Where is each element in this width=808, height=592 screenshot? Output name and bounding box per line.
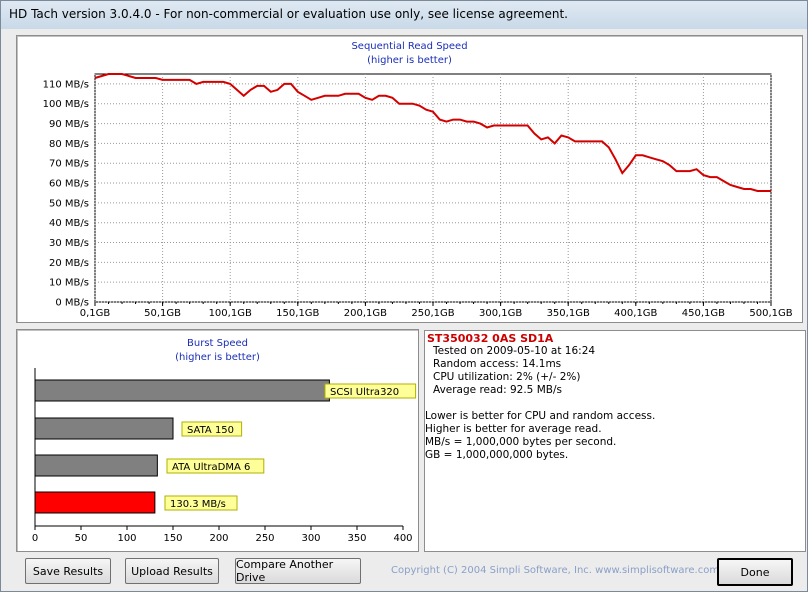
- burst-tag-box: [324, 383, 417, 399]
- copyright-text: Copyright (C) 2004 Simpli Software, Inc.…: [391, 565, 720, 576]
- burst-tag-label: SCSI Ultra320: [330, 387, 399, 398]
- burst-x-tick-label: 150: [163, 533, 182, 544]
- note-higher-better: Higher is better for average read.: [425, 423, 602, 435]
- window-title: HD Tach version 3.0.4.0 - For non-commer…: [9, 7, 568, 21]
- burst-x-tick-label: 350: [347, 533, 366, 544]
- burst-x-tick-label: 300: [301, 533, 320, 544]
- sequential-read-chart: 110 MB/s 100 MB/s 90 MB/s 80 MB/s 70 MB/s 60 …: [43, 73, 793, 319]
- seq-x-tick-label: 300,1GB: [479, 308, 522, 319]
- seq-y-tick-label: 30 MB/s: [49, 238, 89, 249]
- burst-tag-label: ATA UltraDMA 6: [172, 462, 250, 473]
- done-button[interactable]: Done: [717, 558, 793, 586]
- drive-info-panel: ST350032 0AS SD1A Tested on 2009-05-10 a…: [424, 330, 806, 552]
- burst-speed-chart: 0 50 100 150 200 250 300 350 400 SCSI Ultra320 SAT…: [32, 368, 417, 544]
- seq-y-tick-label: 0 MB/s: [55, 298, 89, 309]
- burst-tag-box: [181, 421, 243, 437]
- seq-x-tick-label: 350,1GB: [547, 308, 590, 319]
- burst-tag-label: 130.3 MB/s: [170, 499, 226, 510]
- burst-x-tick-label: 400: [393, 533, 412, 544]
- burst-tag-label: SATA 150: [187, 425, 234, 436]
- burst-bar: [34, 379, 330, 402]
- burst-chart-subtitle: (higher is better): [175, 352, 260, 363]
- burst-x-tick-label: 0: [32, 533, 38, 544]
- note-mbs-definition: MB/s = 1,000,000 bytes per second.: [425, 436, 617, 448]
- burst-bar-tag: ATA UltraDMA 6: [166, 458, 265, 474]
- seq-x-tick-label: 250,1GB: [411, 308, 454, 319]
- seq-y-tick-label: 20 MB/s: [49, 258, 89, 269]
- seq-x-tick-label: 400,1GB: [614, 308, 657, 319]
- seq-y-tick-label: 50 MB/s: [49, 198, 89, 209]
- burst-bar-tag: SCSI Ultra320: [324, 383, 417, 399]
- sequential-read-panel: Sequential Read Speed (higher is better)…: [16, 35, 803, 323]
- seq-y-tick-label: 10 MB/s: [49, 278, 89, 289]
- save-results-button[interactable]: Save Results: [25, 558, 111, 584]
- burst-tag-box: [164, 495, 238, 511]
- compare-drive-button[interactable]: Compare Another Drive: [235, 558, 361, 584]
- seq-y-tick-label: 110 MB/s: [43, 79, 89, 90]
- seq-read-line: [94, 73, 771, 192]
- burst-x-tick-label: 200: [209, 533, 228, 544]
- seq-y-tick-label: 70 MB/s: [49, 159, 89, 170]
- average-read-text: Average read: 92.5 MB/s: [433, 384, 562, 396]
- seq-y-tick-label: 80 MB/s: [49, 139, 89, 150]
- seq-x-tick-label: 0,1GB: [80, 308, 111, 319]
- seq-x-tick-label: 200,1GB: [344, 308, 387, 319]
- burst-x-tick-label: 50: [75, 533, 88, 544]
- cpu-utilization-text: CPU utilization: 2% (+/- 2%): [433, 371, 581, 383]
- upload-results-button[interactable]: Upload Results: [125, 558, 219, 584]
- burst-x-tick-label: 250: [255, 533, 274, 544]
- burst-bar: [34, 417, 174, 440]
- seq-x-tick-label: 100,1GB: [209, 308, 252, 319]
- seq-y-tick-label: 90 MB/s: [49, 119, 89, 130]
- seq-chart-subtitle: (higher is better): [367, 55, 452, 66]
- note-lower-better: Lower is better for CPU and random acces…: [425, 410, 656, 422]
- burst-tag-box: [166, 458, 265, 474]
- random-access-text: Random access: 14.1ms: [433, 358, 562, 370]
- title-bar: HD Tach version 3.0.4.0 - For non-commer…: [1, 1, 807, 29]
- burst-bar: [34, 491, 156, 514]
- seq-chart-title: Sequential Read Speed: [351, 41, 468, 52]
- burst-bar-tag: SATA 150: [181, 421, 243, 437]
- burst-x-tick-label: 100: [117, 533, 136, 544]
- burst-bar-tag: 130.3 MB/s: [164, 495, 238, 511]
- seq-x-tick-label: 50,1GB: [144, 308, 181, 319]
- burst-speed-panel: Burst Speed (higher is better) 0 50 100 150…: [16, 329, 419, 552]
- seq-y-tick-label: 60 MB/s: [49, 179, 89, 190]
- seq-y-tick-label: 100 MB/s: [43, 99, 89, 110]
- seq-x-tick-label: 150,1GB: [276, 308, 319, 319]
- seq-y-tick-label: 40 MB/s: [49, 218, 89, 229]
- burst-chart-title: Burst Speed: [187, 338, 248, 349]
- tested-on-text: Tested on 2009-05-10 at 16:24: [433, 345, 596, 357]
- burst-bar: [34, 454, 158, 477]
- note-gb-definition: GB = 1,000,000,000 bytes.: [425, 449, 569, 461]
- seq-x-tick-label: 500,1GB: [749, 308, 792, 319]
- seq-x-tick-label: 450,1GB: [682, 308, 725, 319]
- drive-model: ST350032 0AS SD1A: [427, 332, 554, 345]
